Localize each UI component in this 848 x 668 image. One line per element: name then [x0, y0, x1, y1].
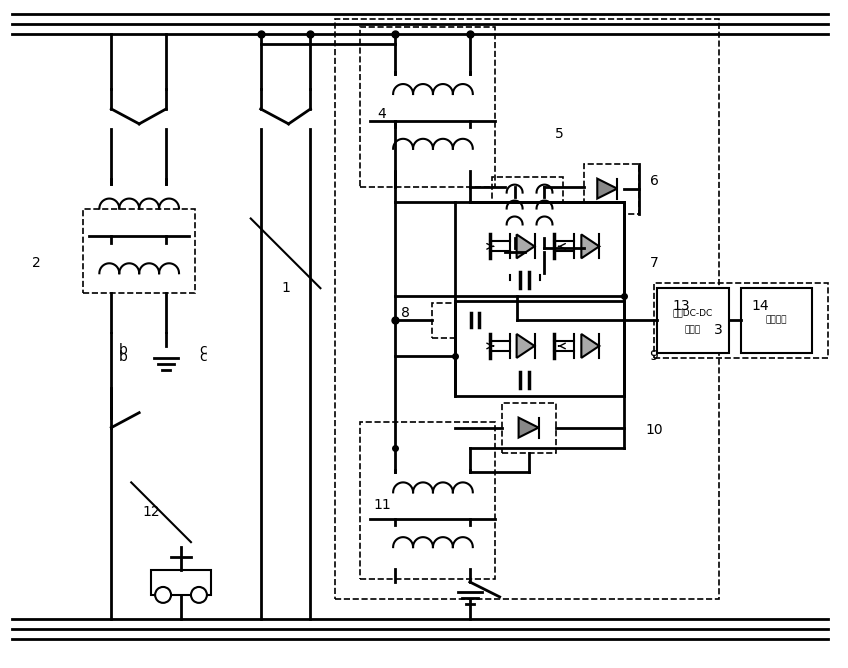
Text: b: b	[119, 343, 128, 357]
FancyBboxPatch shape	[657, 288, 728, 353]
Polygon shape	[597, 178, 617, 198]
Polygon shape	[516, 334, 534, 358]
Text: 2: 2	[32, 257, 41, 271]
Polygon shape	[516, 234, 534, 259]
Circle shape	[191, 587, 207, 603]
Text: 4: 4	[378, 107, 387, 121]
Text: c: c	[199, 350, 207, 364]
Text: 1: 1	[282, 281, 290, 295]
Polygon shape	[582, 234, 600, 259]
Text: 5: 5	[555, 127, 564, 141]
Text: 6: 6	[650, 174, 659, 188]
Polygon shape	[519, 418, 538, 438]
Text: c: c	[199, 343, 207, 357]
Circle shape	[155, 587, 171, 603]
Text: 13: 13	[672, 299, 689, 313]
Polygon shape	[582, 334, 600, 358]
Text: 7: 7	[650, 257, 658, 271]
Text: 变流器: 变流器	[685, 325, 701, 335]
Text: 3: 3	[714, 323, 723, 337]
FancyBboxPatch shape	[455, 301, 624, 395]
FancyBboxPatch shape	[740, 288, 812, 353]
Text: 9: 9	[650, 349, 659, 363]
Text: 10: 10	[645, 423, 663, 437]
FancyBboxPatch shape	[455, 202, 624, 296]
Text: 14: 14	[752, 299, 769, 313]
Text: 11: 11	[373, 498, 391, 512]
Text: 超级电容: 超级电容	[766, 315, 787, 325]
Bar	[151, 570, 211, 595]
Text: 双向DC-DC: 双向DC-DC	[672, 309, 713, 317]
Text: 8: 8	[400, 306, 410, 320]
Text: 12: 12	[142, 505, 160, 519]
Text: b: b	[119, 350, 128, 364]
